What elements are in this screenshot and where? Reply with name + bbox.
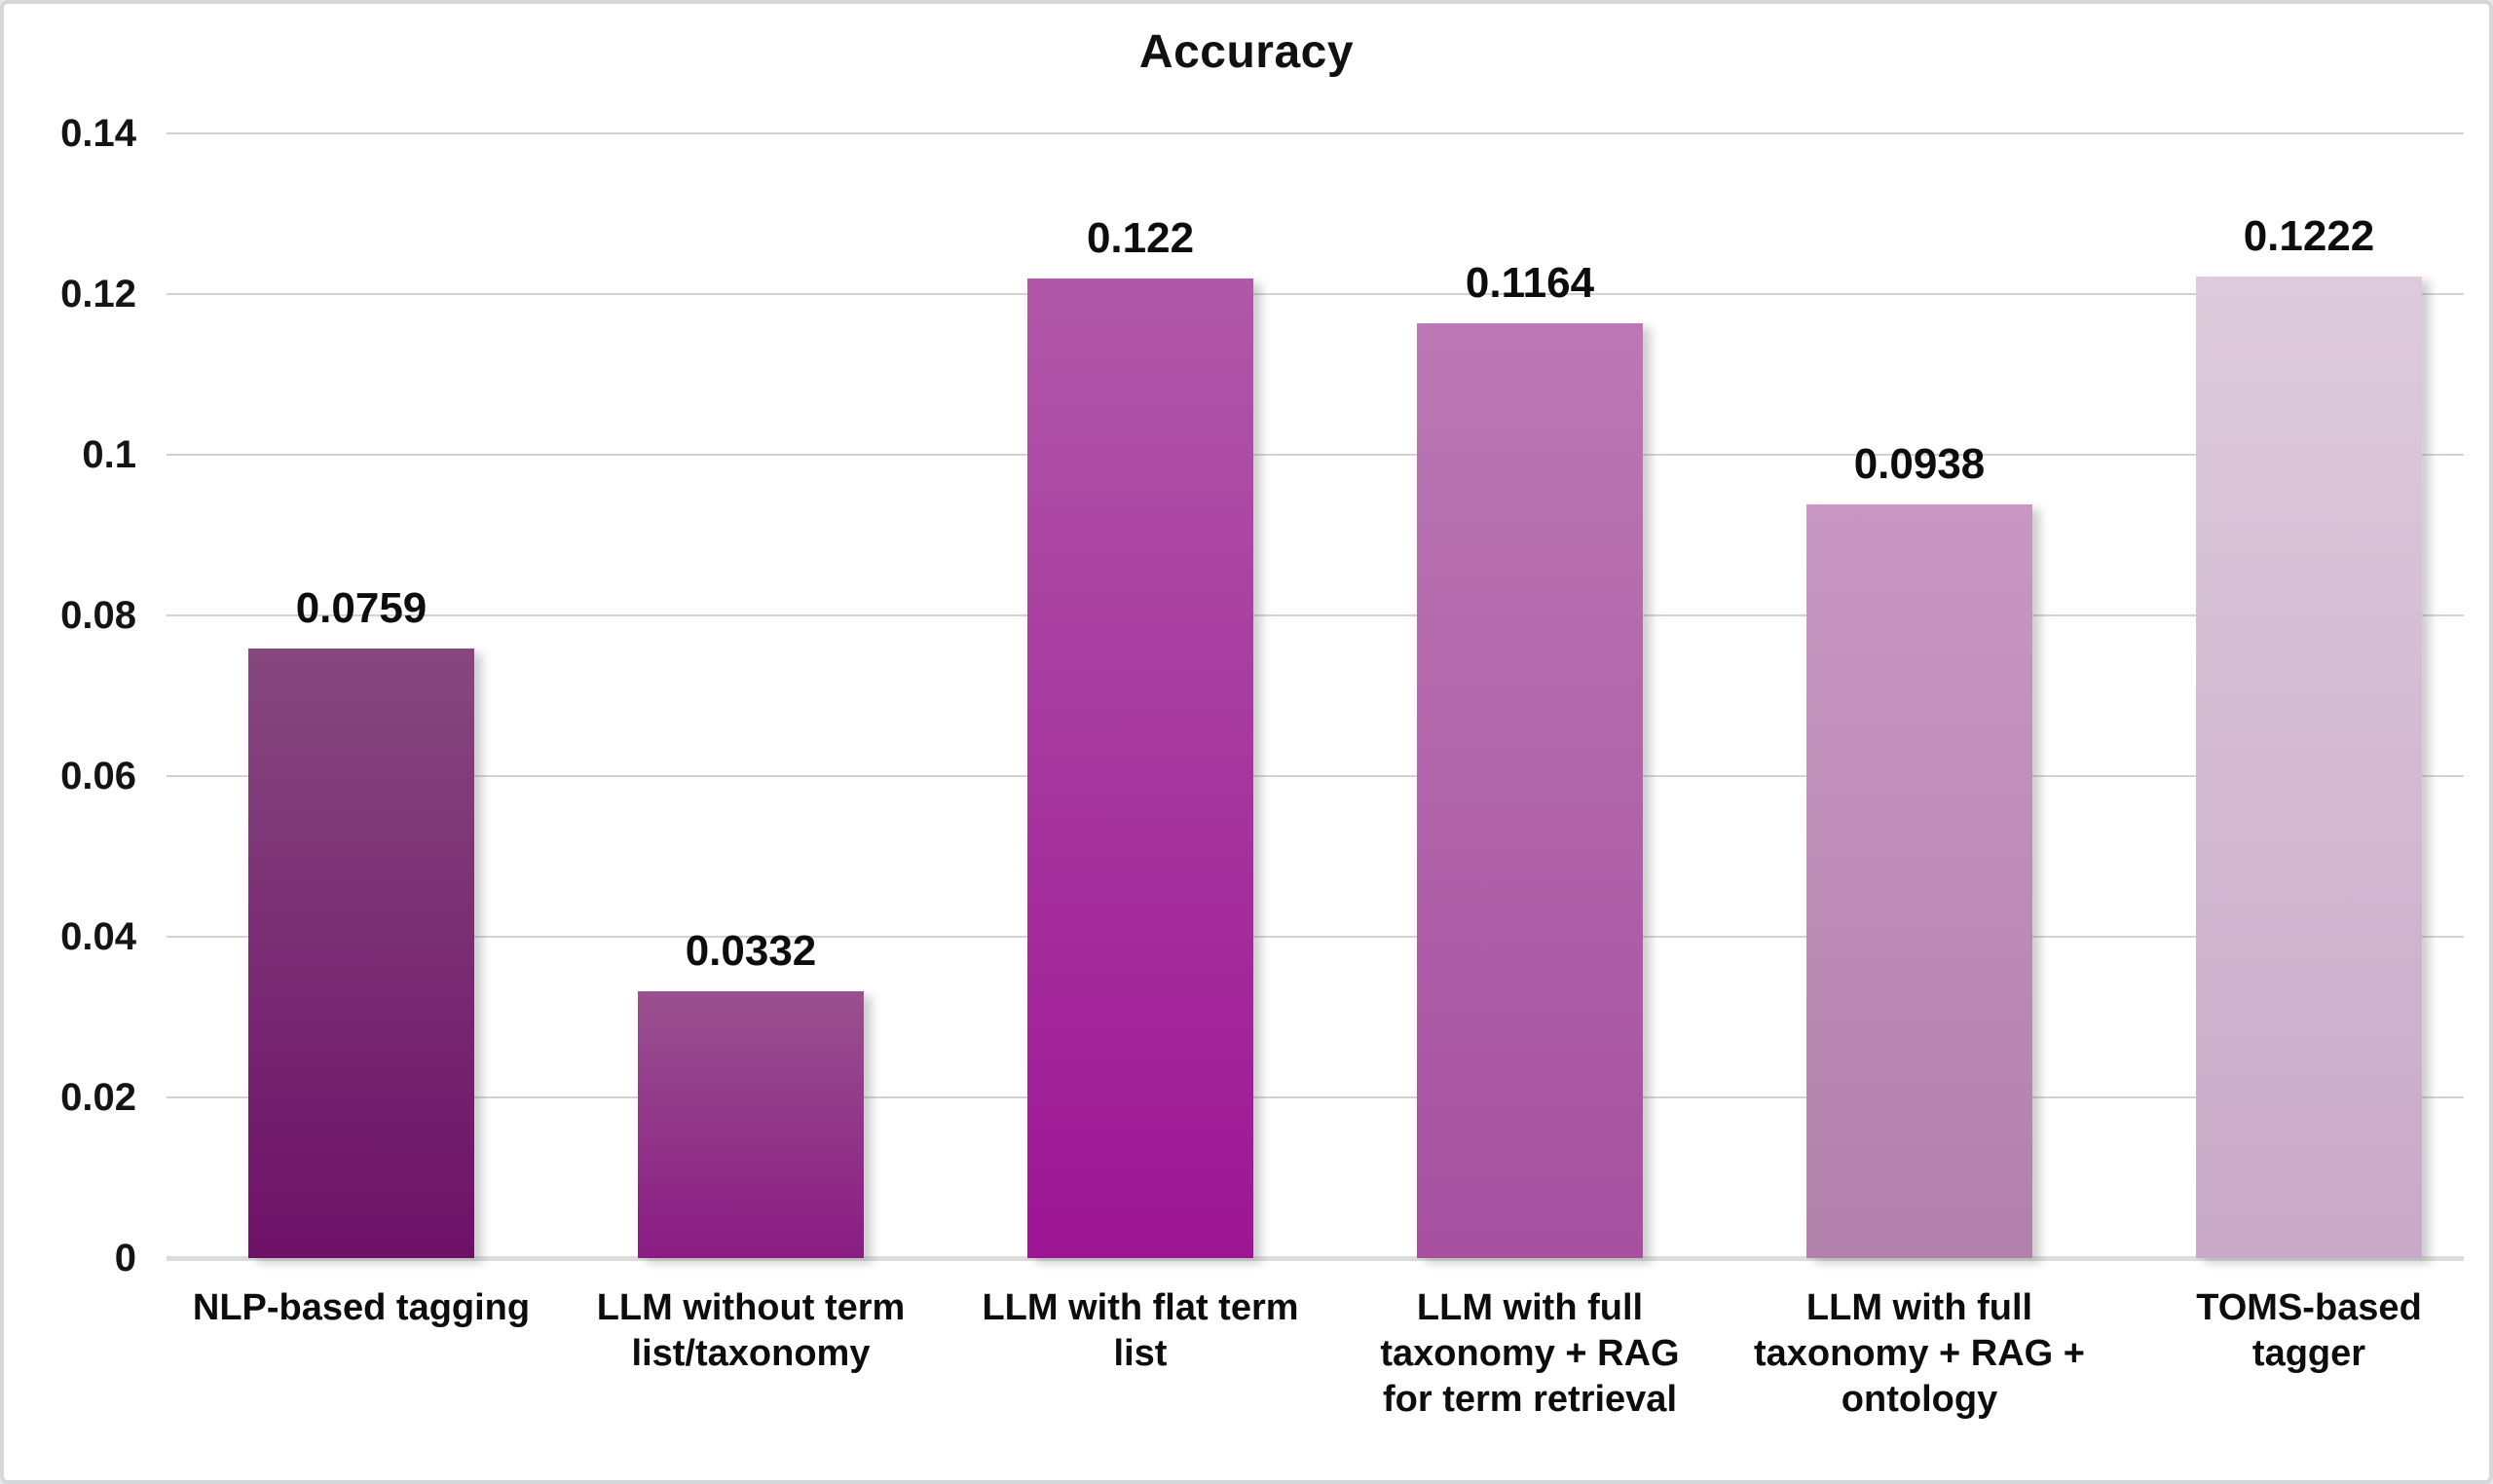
gridline — [167, 936, 2464, 938]
category-label: NLP-based tagging — [192, 1287, 531, 1328]
bar-value-label: 0.0332 — [685, 927, 817, 976]
bar-3 — [1027, 278, 1253, 1258]
category-label: LLM with full taxonomy + RAG for term re… — [1380, 1287, 1680, 1420]
gridline — [167, 132, 2464, 134]
bar-5 — [1806, 504, 2032, 1258]
x-axis-baseline — [167, 1256, 2464, 1261]
chart-title: Accuracy — [1138, 26, 1355, 78]
gridline — [167, 1096, 2464, 1098]
bar-value-label: 0.0759 — [295, 583, 428, 632]
gridline — [167, 293, 2464, 295]
y-tick-label: 0 — [114, 1237, 136, 1280]
bar-value-label: 0.1222 — [2243, 211, 2375, 260]
gridline — [167, 454, 2464, 456]
y-tick-label: 0.06 — [60, 755, 136, 798]
bar-4 — [1417, 322, 1643, 1258]
y-tick-label: 0.12 — [60, 273, 136, 315]
y-tick-label: 0.02 — [60, 1076, 136, 1119]
gridline — [167, 614, 2464, 616]
y-tick-label: 0.04 — [60, 915, 136, 958]
bar-6 — [2196, 276, 2422, 1258]
bar-1 — [248, 648, 474, 1258]
category-label: LLM without term list/taxonomy — [596, 1287, 906, 1374]
bar-value-label: 0.0938 — [1853, 440, 1986, 489]
y-tick-label: 0.08 — [60, 594, 136, 637]
category-label: LLM with flat term list — [982, 1287, 1299, 1374]
bar-value-label: 0.122 — [1086, 213, 1195, 262]
bar-value-label: 0.1164 — [1465, 258, 1595, 307]
y-tick-label: 0.14 — [60, 112, 136, 155]
category-label: TOMS-based tagger — [2196, 1287, 2422, 1374]
y-tick-label: 0.1 — [82, 433, 136, 476]
gridline — [167, 775, 2464, 777]
category-label: LLM with full taxonomy + RAG + ontology — [1754, 1287, 2085, 1420]
bar-2 — [638, 991, 864, 1258]
